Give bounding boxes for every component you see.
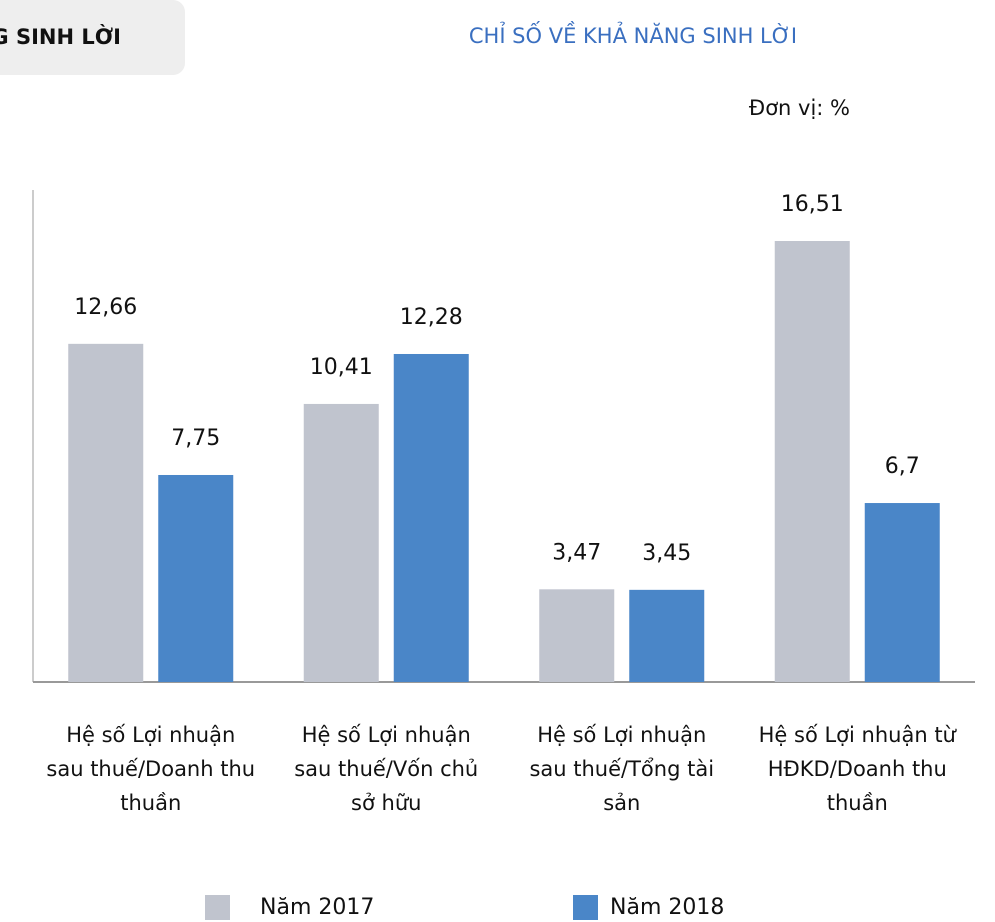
bar [393,353,469,682]
data-label: 10,41 [310,355,373,380]
data-label: 16,51 [781,192,844,217]
header-box [0,0,185,75]
x-tick-label: Hệ số Lợi nhuận sau thuế/Doanh thu thuần [46,723,256,815]
bar [774,241,850,682]
data-label: 3,45 [642,541,691,566]
legend-label: Năm 2018 [610,895,724,920]
data-label: 12,28 [400,305,463,330]
bar [864,503,940,682]
unit-label: Đơn vị: % [749,96,850,120]
bar [158,474,234,682]
bar [629,589,705,682]
data-label: 3,47 [552,540,601,565]
x-tick-label: Hệ số Lợi nhuận sau thuế/Tổng tài sản [529,723,715,815]
chart-title: CHỈ SỐ VỀ KHẢ NĂNG SINH LỜI [469,20,797,48]
data-label: 6,7 [885,454,920,479]
header-title: NĂNG SINH LỜI [0,24,121,49]
legend-label: Năm 2017 [260,895,374,920]
bar [539,589,615,682]
legend-swatch [573,895,598,920]
data-label: 12,66 [74,295,137,320]
data-label: 7,75 [171,426,220,451]
bar [303,403,379,682]
x-tick-label: Hệ số Lợi nhuận từ HĐKD/Doanh thu thuần [758,723,956,815]
legend-swatch [205,895,230,920]
x-tick-label: Hệ số Lợi nhuận sau thuế/Vốn chủ sở hữu [294,723,479,815]
bar [68,343,144,682]
